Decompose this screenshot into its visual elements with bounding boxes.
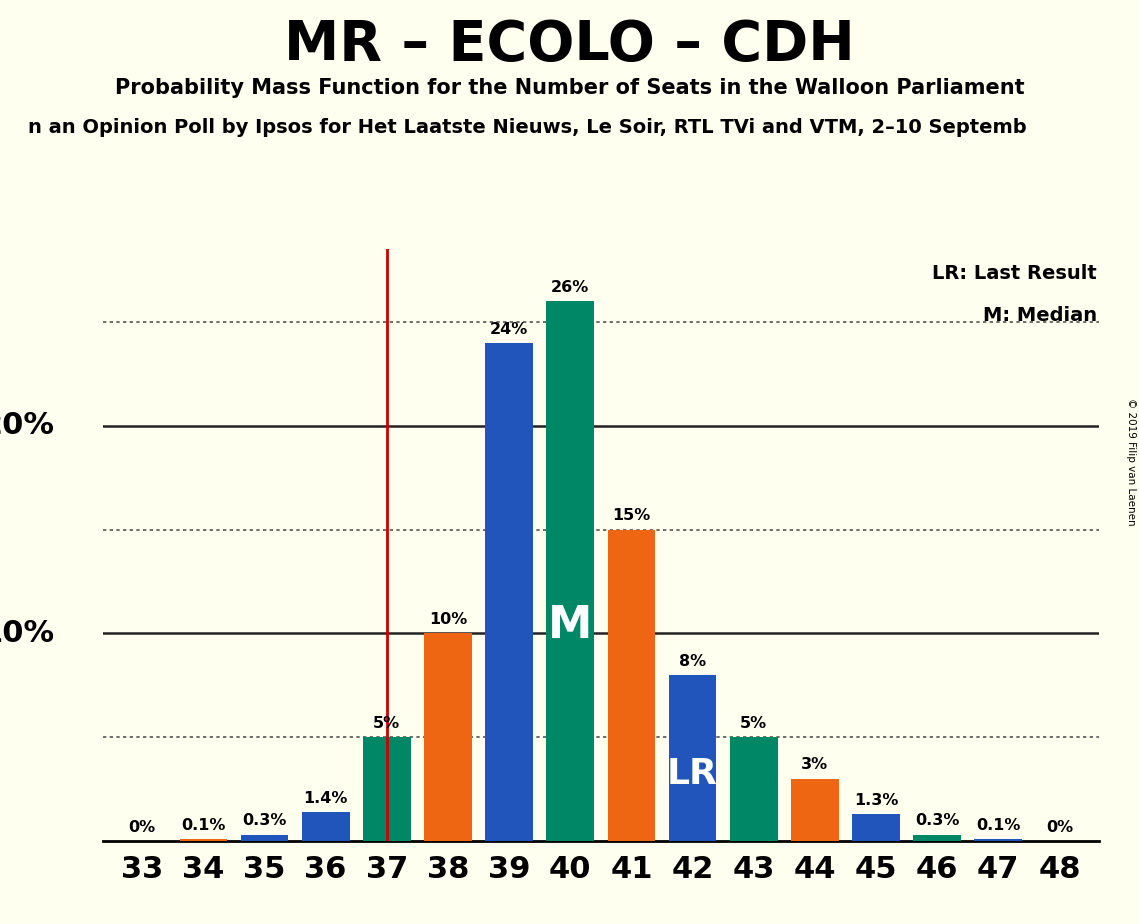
Text: MR – ECOLO – CDH: MR – ECOLO – CDH xyxy=(284,18,855,72)
Bar xyxy=(790,779,838,841)
Text: n an Opinion Poll by Ipsos for Het Laatste Nieuws, Le Soir, RTL TVi and VTM, 2–1: n an Opinion Poll by Ipsos for Het Laats… xyxy=(28,118,1026,138)
Bar xyxy=(669,675,716,841)
Text: 26%: 26% xyxy=(551,280,589,295)
Bar xyxy=(424,633,472,841)
Text: 0.3%: 0.3% xyxy=(915,813,959,829)
Text: 0%: 0% xyxy=(129,820,156,834)
Text: 1.4%: 1.4% xyxy=(303,791,347,806)
Text: M: M xyxy=(548,603,592,647)
Bar xyxy=(730,737,778,841)
Text: 0%: 0% xyxy=(1046,820,1073,834)
Bar xyxy=(607,529,655,841)
Text: LR: LR xyxy=(667,758,718,792)
Bar xyxy=(913,834,961,841)
Bar xyxy=(180,839,228,841)
Text: © 2019 Filip van Laenen: © 2019 Filip van Laenen xyxy=(1126,398,1136,526)
Bar xyxy=(240,834,288,841)
Text: 8%: 8% xyxy=(679,653,706,669)
Text: 20%: 20% xyxy=(0,411,55,441)
Bar xyxy=(852,814,900,841)
Text: 10%: 10% xyxy=(0,619,55,648)
Text: 0.1%: 0.1% xyxy=(181,818,226,833)
Bar xyxy=(485,343,533,841)
Text: 1.3%: 1.3% xyxy=(854,793,899,808)
Text: 0.3%: 0.3% xyxy=(243,813,287,829)
Text: 24%: 24% xyxy=(490,322,528,336)
Bar xyxy=(302,812,350,841)
Bar xyxy=(974,839,1022,841)
Text: 3%: 3% xyxy=(801,758,828,772)
Text: Probability Mass Function for the Number of Seats in the Walloon Parliament: Probability Mass Function for the Number… xyxy=(115,78,1024,98)
Text: 0.1%: 0.1% xyxy=(976,818,1021,833)
Text: 10%: 10% xyxy=(429,612,467,627)
Text: M: Median: M: Median xyxy=(983,306,1097,324)
Bar xyxy=(363,737,411,841)
Text: 5%: 5% xyxy=(374,716,401,731)
Text: LR: Last Result: LR: Last Result xyxy=(933,264,1097,284)
Text: 5%: 5% xyxy=(740,716,768,731)
Text: 15%: 15% xyxy=(613,508,650,523)
Bar xyxy=(547,301,595,841)
